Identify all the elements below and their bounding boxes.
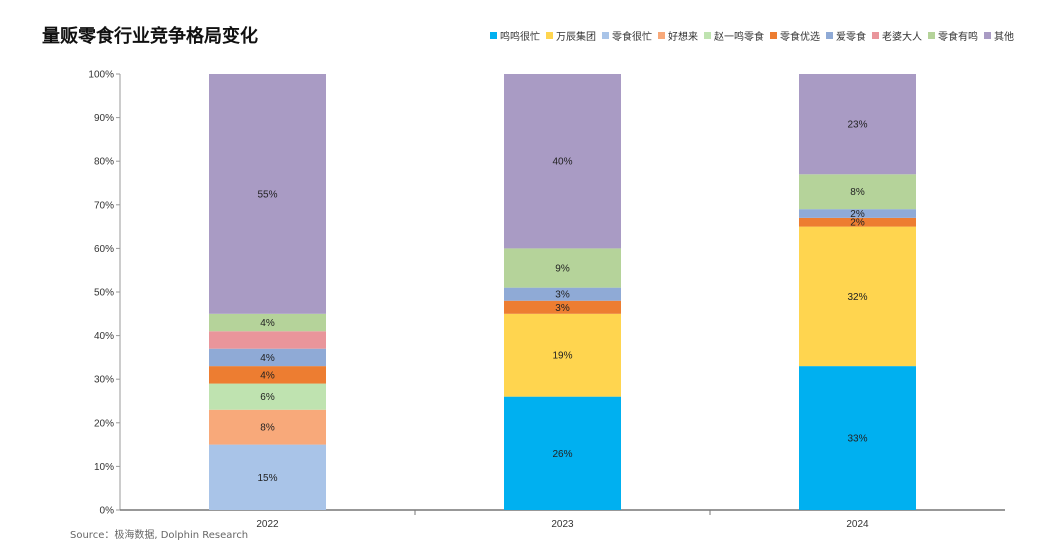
x-tick-label: 2022	[256, 519, 279, 530]
bar-segment-零食优选-2024	[799, 217, 916, 227]
legend-item: 零食很忙	[602, 28, 652, 43]
bar-segment-鸣鸣很忙-2024	[799, 366, 916, 510]
legend-item: 万辰集团	[546, 28, 596, 43]
legend-item: 好想来	[658, 28, 698, 43]
legend-label: 爱零食	[836, 32, 866, 43]
data-label: 2%	[850, 218, 865, 229]
x-tick-label: 2023	[551, 519, 574, 530]
bar-segment-爱零食-2023	[504, 287, 621, 301]
bar-segment-零食优选-2022	[209, 366, 326, 384]
data-label: 4%	[260, 353, 275, 364]
legend-item: 老婆大人	[872, 28, 922, 43]
y-tick-label: 0%	[100, 506, 115, 517]
bar-segment-万辰集团-2024	[799, 226, 916, 367]
bar-segment-好想来-2022	[209, 409, 326, 445]
legend-swatch	[546, 32, 553, 39]
legend-label: 赵一鸣零食	[714, 32, 764, 43]
legend-swatch	[872, 32, 879, 39]
legend-label: 老婆大人	[882, 32, 922, 43]
bar-segment-零食有鸣-2022	[209, 313, 326, 332]
bar-segment-万辰集团-2023	[504, 313, 621, 397]
y-tick-label: 40%	[94, 331, 114, 342]
legend-item: 爱零食	[826, 28, 866, 43]
data-label: 33%	[847, 434, 867, 445]
data-label: 19%	[552, 351, 572, 362]
legend-label: 万辰集团	[556, 32, 596, 43]
data-label: 26%	[552, 449, 572, 460]
legend-label: 鸣鸣很忙	[500, 32, 540, 43]
legend-item: 零食优选	[770, 28, 820, 43]
legend-swatch	[704, 32, 711, 39]
y-tick-label: 10%	[94, 462, 114, 473]
legend-swatch	[490, 32, 497, 39]
data-label: 23%	[847, 120, 867, 131]
data-label: 9%	[555, 264, 570, 275]
legend-item: 赵一鸣零食	[704, 28, 764, 43]
source-note: Source：极海数据, Dolphin Research	[70, 530, 249, 541]
bar-segment-鸣鸣很忙-2023	[504, 396, 621, 510]
y-tick-label: 20%	[94, 418, 114, 429]
data-label: 32%	[847, 292, 867, 303]
legend-label: 零食优选	[780, 32, 820, 43]
chart-title: 量贩零食行业竞争格局变化	[42, 26, 258, 47]
legend-label: 零食有鸣	[938, 32, 978, 43]
bar-segment-爱零食-2022	[209, 348, 326, 367]
legend-swatch	[770, 32, 777, 39]
y-tick-label: 60%	[94, 244, 114, 255]
bar-segment-其他-2024	[799, 74, 916, 175]
data-label: 3%	[555, 290, 570, 301]
data-label: 6%	[260, 392, 275, 403]
y-tick-label: 50%	[94, 288, 114, 299]
data-label: 8%	[850, 187, 865, 198]
y-tick-label: 90%	[94, 113, 114, 124]
y-tick-label: 70%	[94, 200, 114, 211]
legend-label: 其他	[994, 32, 1014, 43]
legend-swatch	[826, 32, 833, 39]
legend-swatch	[984, 32, 991, 39]
data-label: 40%	[552, 157, 572, 168]
bar-segment-其他-2022	[209, 74, 326, 314]
bar-segment-爱零食-2024	[799, 209, 916, 218]
bar-segment-赵一鸣零食-2022	[209, 383, 326, 410]
legend-swatch	[602, 32, 609, 39]
legend-item: 鸣鸣很忙	[490, 28, 540, 43]
bar-segment-零食有鸣-2024	[799, 174, 916, 210]
legend-label: 好想来	[668, 32, 698, 43]
bar-segment-老婆大人-2022	[209, 331, 326, 349]
y-tick-label: 30%	[94, 375, 114, 386]
legend-swatch	[928, 32, 935, 39]
bar-segment-零食优选-2023	[504, 300, 621, 314]
legend: 鸣鸣很忙 万辰集团 零食很忙 好想来 赵一鸣零食 零食优选 爱零食 老婆大人 零食有鸣 其他	[490, 28, 1014, 43]
y-tick-label: 100%	[88, 70, 114, 81]
legend-item: 零食有鸣	[928, 28, 978, 43]
data-label: 8%	[260, 423, 275, 434]
data-label: 55%	[257, 189, 277, 200]
data-label: 2%	[850, 209, 865, 220]
legend-swatch	[658, 32, 665, 39]
bar-segment-零食很忙-2022	[209, 444, 326, 510]
legend-item: 其他	[984, 28, 1014, 43]
bar-segment-零食有鸣-2023	[504, 248, 621, 288]
y-tick-label: 80%	[94, 157, 114, 168]
bar-segment-其他-2023	[504, 74, 621, 249]
x-tick-label: 2024	[846, 519, 869, 530]
data-label: 4%	[260, 318, 275, 329]
data-label: 4%	[260, 370, 275, 381]
data-label: 3%	[555, 303, 570, 314]
legend-label: 零食很忙	[612, 32, 652, 43]
data-label: 15%	[257, 473, 277, 484]
